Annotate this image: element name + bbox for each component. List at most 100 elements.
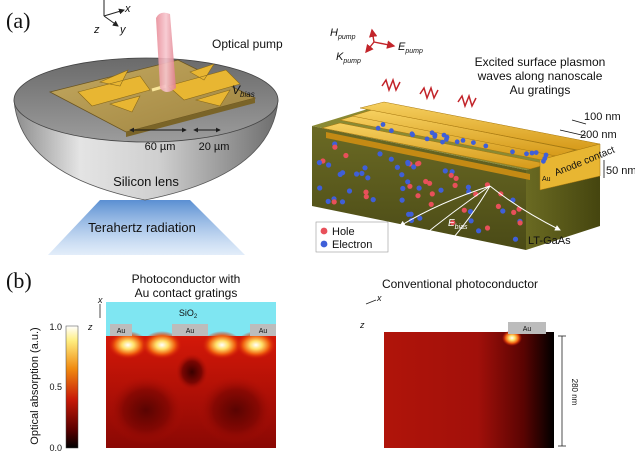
- carrier-dot: [317, 185, 323, 191]
- left-map-title-1: Photoconductor with: [132, 272, 241, 286]
- lt-gaas-label: LT-GaAs: [528, 235, 571, 247]
- carrier-dot: [427, 180, 433, 186]
- carrier-dot: [465, 184, 471, 190]
- carrier-dot: [377, 151, 383, 157]
- carrier-dot: [370, 197, 376, 203]
- carriers: [316, 122, 549, 242]
- carrier-dot: [429, 191, 435, 197]
- carrier-dot: [471, 140, 476, 146]
- carrier-dot: [543, 152, 549, 158]
- optical-pump-beam: [156, 12, 176, 93]
- depth-label: 280 nm: [570, 379, 579, 406]
- carrier-dot: [495, 203, 501, 209]
- carrier-dot: [529, 150, 535, 156]
- plasmon-text-1: Excited surface plasmon: [475, 55, 606, 69]
- carrier-dot: [388, 156, 394, 162]
- right-axis-z: z: [359, 320, 365, 330]
- legend-hole: Hole: [332, 226, 355, 238]
- panel-a-label: (a): [6, 8, 30, 33]
- incoming-pump-waves: [381, 77, 477, 109]
- optical-pump-label: Optical pump: [212, 37, 283, 51]
- dim-20-label: 20 µm: [199, 141, 230, 153]
- carrier-dot: [405, 159, 411, 166]
- plasmon-text-3: Au gratings: [510, 83, 571, 97]
- carrier-dot: [375, 125, 381, 131]
- e-pump-label: Epump: [398, 41, 423, 55]
- carrier-dot: [533, 150, 539, 156]
- carrier-dot: [405, 179, 411, 185]
- right-map-title: Conventional photoconductor: [382, 277, 538, 291]
- right-electrode: [167, 63, 241, 107]
- carrier-dot: [400, 185, 406, 192]
- carrier-dot: [415, 161, 421, 167]
- au-label-right: Au: [523, 326, 532, 333]
- colorbar: [65, 325, 79, 449]
- carrier-dot: [346, 188, 353, 194]
- dim-60-label: 60 µm: [145, 141, 176, 153]
- axis-z-label-a: z: [93, 24, 100, 36]
- au-label-1: Au: [117, 328, 126, 335]
- carrier-dot: [409, 131, 415, 137]
- carrier-dot: [442, 168, 448, 174]
- carrier-dot: [389, 128, 394, 134]
- carrier-dot: [415, 193, 421, 199]
- e-bias-label: Ebias: [448, 218, 468, 231]
- carrier-dot: [450, 220, 456, 226]
- axis-x-label-a: x: [124, 3, 131, 15]
- carrier-dot: [468, 218, 474, 224]
- carrier-dot: [343, 152, 349, 159]
- carrier-dot: [407, 183, 413, 189]
- carrier-dot: [326, 162, 332, 168]
- panel-b-label: (b): [6, 268, 32, 293]
- terahertz-label: Terahertz radiation: [88, 220, 196, 235]
- carrier-dot: [416, 185, 422, 191]
- au-gratings: [321, 101, 601, 191]
- k-pump-label: Kpump: [336, 51, 361, 65]
- carrier-dot: [440, 139, 445, 145]
- colorbar-tick-1: 1.0: [49, 322, 62, 332]
- au-grating-label: Au: [542, 176, 551, 183]
- colorbar-label: Optical absorption (a.u.): [29, 327, 41, 444]
- carrier-dot: [339, 199, 346, 205]
- carrier-dot: [362, 165, 368, 171]
- carrier-dot: [517, 220, 523, 226]
- plasmon-text-2: waves along nanoscale: [477, 69, 603, 83]
- carrier-dot: [448, 172, 454, 178]
- carrier-dot: [399, 197, 405, 203]
- grating-dimensions: 100 nm 200 nm 50 nm: [559, 111, 635, 178]
- carrier-dot: [476, 228, 482, 234]
- v-bias-label: Vbias: [232, 83, 255, 99]
- carrier-dot: [331, 199, 337, 205]
- carrier-dot: [484, 225, 491, 231]
- carrier-dot: [316, 160, 322, 166]
- carrier-dot: [452, 182, 458, 188]
- carrier-dot: [541, 158, 546, 164]
- carrier-dot: [483, 143, 489, 149]
- dim-50-label: 50 nm: [606, 165, 635, 177]
- carrier-dot: [417, 215, 423, 221]
- right-absorption-map: Au 280 nm: [384, 322, 579, 448]
- carrier-dot: [467, 209, 474, 215]
- carrier-dot: [354, 171, 360, 177]
- left-axis-x: x: [97, 295, 103, 305]
- carrier-dot: [524, 151, 529, 157]
- chip-edge: [126, 98, 255, 137]
- carrier-dot: [424, 136, 430, 142]
- dim-100-label: 100 nm: [584, 111, 621, 123]
- carrier-dot: [380, 122, 386, 127]
- carrier-dot: [411, 164, 417, 170]
- carrier-dot: [399, 172, 405, 178]
- carrier-dot: [325, 198, 331, 204]
- left-axis-z: z: [87, 322, 93, 332]
- colorbar-tick-3: 0.0: [49, 443, 62, 453]
- carrier-dot: [428, 201, 434, 207]
- colorbar-tick-2: 0.5: [49, 382, 62, 392]
- silicon-lens-label: Silicon lens: [113, 174, 179, 189]
- legend-electron: Electron: [332, 239, 372, 251]
- right-axis-x: x: [376, 293, 382, 303]
- terahertz-cone: [48, 200, 245, 255]
- axes-glyph-left-map: x z: [87, 295, 103, 332]
- carrier-dot: [423, 178, 429, 185]
- carrier-dot: [365, 175, 371, 181]
